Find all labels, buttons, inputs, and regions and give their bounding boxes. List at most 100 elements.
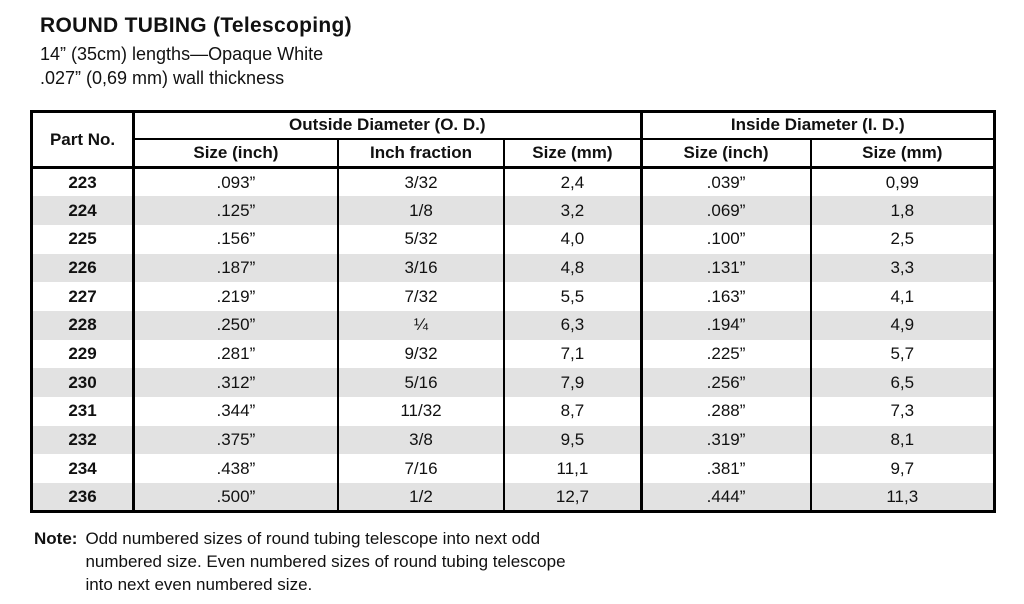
cell-id-mm: 11,3 <box>809 483 995 512</box>
table-row: 225.156” 5/32 4,0.100” 2,5 <box>31 224 995 254</box>
note-line: into next even numbered size. <box>85 575 313 595</box>
cell-od-inch: .438” <box>132 454 338 484</box>
cell-id-mm: 6,5 <box>809 368 995 397</box>
cell-part: 234 <box>31 454 136 484</box>
cell-od-fraction: 7/16 <box>336 454 505 484</box>
cell-od-mm: 9,5 <box>503 425 642 455</box>
cell-id-inch: .225” <box>639 339 811 369</box>
cell-part: 236 <box>31 483 136 512</box>
page-title: ROUND TUBING (Telescoping) <box>40 14 352 37</box>
table-row: 236.500” 1/2 12,7.444” 11,3 <box>31 483 995 512</box>
cell-od-fraction: 7/32 <box>336 282 505 311</box>
note-line: numbered size. Even numbered sizes of ro… <box>85 552 566 572</box>
cell-id-inch: .256” <box>639 368 811 397</box>
cell-id-inch: .288” <box>639 397 811 426</box>
table-row: 228.250” ¼ 6,3.194” 4,9 <box>31 310 995 340</box>
cell-part: 228 <box>31 310 136 340</box>
cell-od-fraction: 3/8 <box>336 425 505 455</box>
cell-od-inch: .250” <box>132 310 338 340</box>
cell-id-mm: 4,1 <box>809 282 995 311</box>
group-header-inside-diameter: Inside Diameter (I. D.) <box>639 111 995 140</box>
note-block: Note: Odd numbered sizes of round tubing… <box>30 527 996 596</box>
cell-id-mm: 3,3 <box>809 253 995 283</box>
table-row: 224.125” 1/8 3,2.069” 1,8 <box>31 196 995 225</box>
tubing-spec-table: Part No. Outside Diameter (O. D.) Inside… <box>30 110 996 514</box>
table-row: 232.375” 3/8 9,5.319” 8,1 <box>31 425 995 455</box>
cell-od-inch: .125” <box>132 196 338 225</box>
cell-part: 226 <box>31 253 136 283</box>
cell-od-mm: 6,3 <box>503 310 642 340</box>
table-row: 229.281” 9/32 7,1.225” 5,7 <box>31 339 995 369</box>
cell-id-mm: 9,7 <box>809 454 995 484</box>
cell-od-mm: 11,1 <box>503 454 642 484</box>
cell-od-inch: .281” <box>132 339 338 369</box>
cell-od-fraction: 11/32 <box>336 397 505 426</box>
cell-od-inch: .375” <box>132 425 338 455</box>
cell-id-inch: .444” <box>639 483 811 512</box>
cell-od-mm: 7,1 <box>503 339 642 369</box>
cell-od-mm: 3,2 <box>503 196 642 225</box>
note-text: Odd numbered sizes of round tubing teles… <box>85 527 565 596</box>
subtitle-length: 14” (35cm) lengths—Opaque White <box>40 44 324 64</box>
cell-id-mm: 0,99 <box>809 167 995 197</box>
cell-od-fraction: 9/32 <box>336 339 505 369</box>
cell-od-inch: .219” <box>132 282 338 311</box>
cell-id-inch: .100” <box>639 224 811 254</box>
cell-id-mm: 2,5 <box>809 224 995 254</box>
cell-id-mm: 4,9 <box>809 310 995 340</box>
column-header-od-size-inch: Size (inch) <box>132 138 338 169</box>
cell-od-mm: 2,4 <box>503 167 642 197</box>
cell-od-fraction: ¼ <box>336 310 505 340</box>
cell-id-inch: .319” <box>639 425 811 455</box>
cell-od-inch: .500” <box>132 483 338 512</box>
cell-od-fraction: 5/16 <box>336 368 505 397</box>
cell-od-mm: 4,8 <box>503 253 642 283</box>
table-row: 226.187” 3/16 4,8.131” 3,3 <box>31 253 995 283</box>
table-row: 230.312” 5/16 7,9.256” 6,5 <box>31 368 995 397</box>
table-body: 223.093” 3/32 2,4.039” 0,99 224.125” 1/8 3,2.0… <box>31 167 995 512</box>
column-header-part-no: Part No. <box>31 111 136 169</box>
cell-od-mm: 5,5 <box>503 282 642 311</box>
cell-id-inch: .039” <box>639 167 811 197</box>
table-header: Part No. Outside Diameter (O. D.) Inside… <box>31 111 995 169</box>
cell-part: 231 <box>31 397 136 426</box>
note-label: Note: <box>34 529 78 549</box>
cell-id-mm: 5,7 <box>809 339 995 369</box>
cell-od-inch: .312” <box>132 368 338 397</box>
cell-id-mm: 7,3 <box>809 397 995 426</box>
column-header-id-size-mm: Size (mm) <box>809 138 995 169</box>
column-header-od-size-mm: Size (mm) <box>503 138 642 169</box>
cell-part: 230 <box>31 368 136 397</box>
cell-od-fraction: 3/16 <box>336 253 505 283</box>
table-row: 231.344” 11/32 8,7.288” 7,3 <box>31 397 995 426</box>
cell-id-inch: .069” <box>639 196 811 225</box>
column-header-id-size-inch: Size (inch) <box>639 138 811 169</box>
cell-part: 225 <box>31 224 136 254</box>
cell-od-fraction: 5/32 <box>336 224 505 254</box>
table-row: 227.219” 7/32 5,5.163” 4,1 <box>31 282 995 311</box>
cell-id-mm: 1,8 <box>809 196 995 225</box>
cell-part: 229 <box>31 339 136 369</box>
cell-od-inch: .187” <box>132 253 338 283</box>
column-header-od-inch-fraction: Inch fraction <box>336 138 505 169</box>
table-row: 234.438” 7/16 11,1.381” 9,7 <box>31 454 995 484</box>
cell-od-mm: 12,7 <box>503 483 642 512</box>
cell-id-mm: 8,1 <box>809 425 995 455</box>
note-line: Odd numbered sizes of round tubing teles… <box>85 529 541 549</box>
cell-id-inch: .194” <box>639 310 811 340</box>
cell-od-fraction: 1/8 <box>336 196 505 225</box>
cell-part: 232 <box>31 425 136 455</box>
cell-od-mm: 8,7 <box>503 397 642 426</box>
subtitle-wall-thickness: .027” (0,69 mm) wall thickness <box>40 68 285 88</box>
group-header-outside-diameter: Outside Diameter (O. D.) <box>133 111 642 140</box>
cell-od-mm: 7,9 <box>503 368 642 397</box>
table-row: 223.093” 3/32 2,4.039” 0,99 <box>31 167 995 197</box>
title-block: ROUND TUBING (Telescoping) 14” (35cm) le… <box>30 14 996 90</box>
cell-od-fraction: 3/32 <box>336 167 505 197</box>
cell-part: 224 <box>31 196 136 225</box>
cell-id-inch: .163” <box>639 282 811 311</box>
cell-od-inch: .344” <box>132 397 338 426</box>
cell-part: 223 <box>31 167 136 197</box>
cell-od-mm: 4,0 <box>503 224 642 254</box>
